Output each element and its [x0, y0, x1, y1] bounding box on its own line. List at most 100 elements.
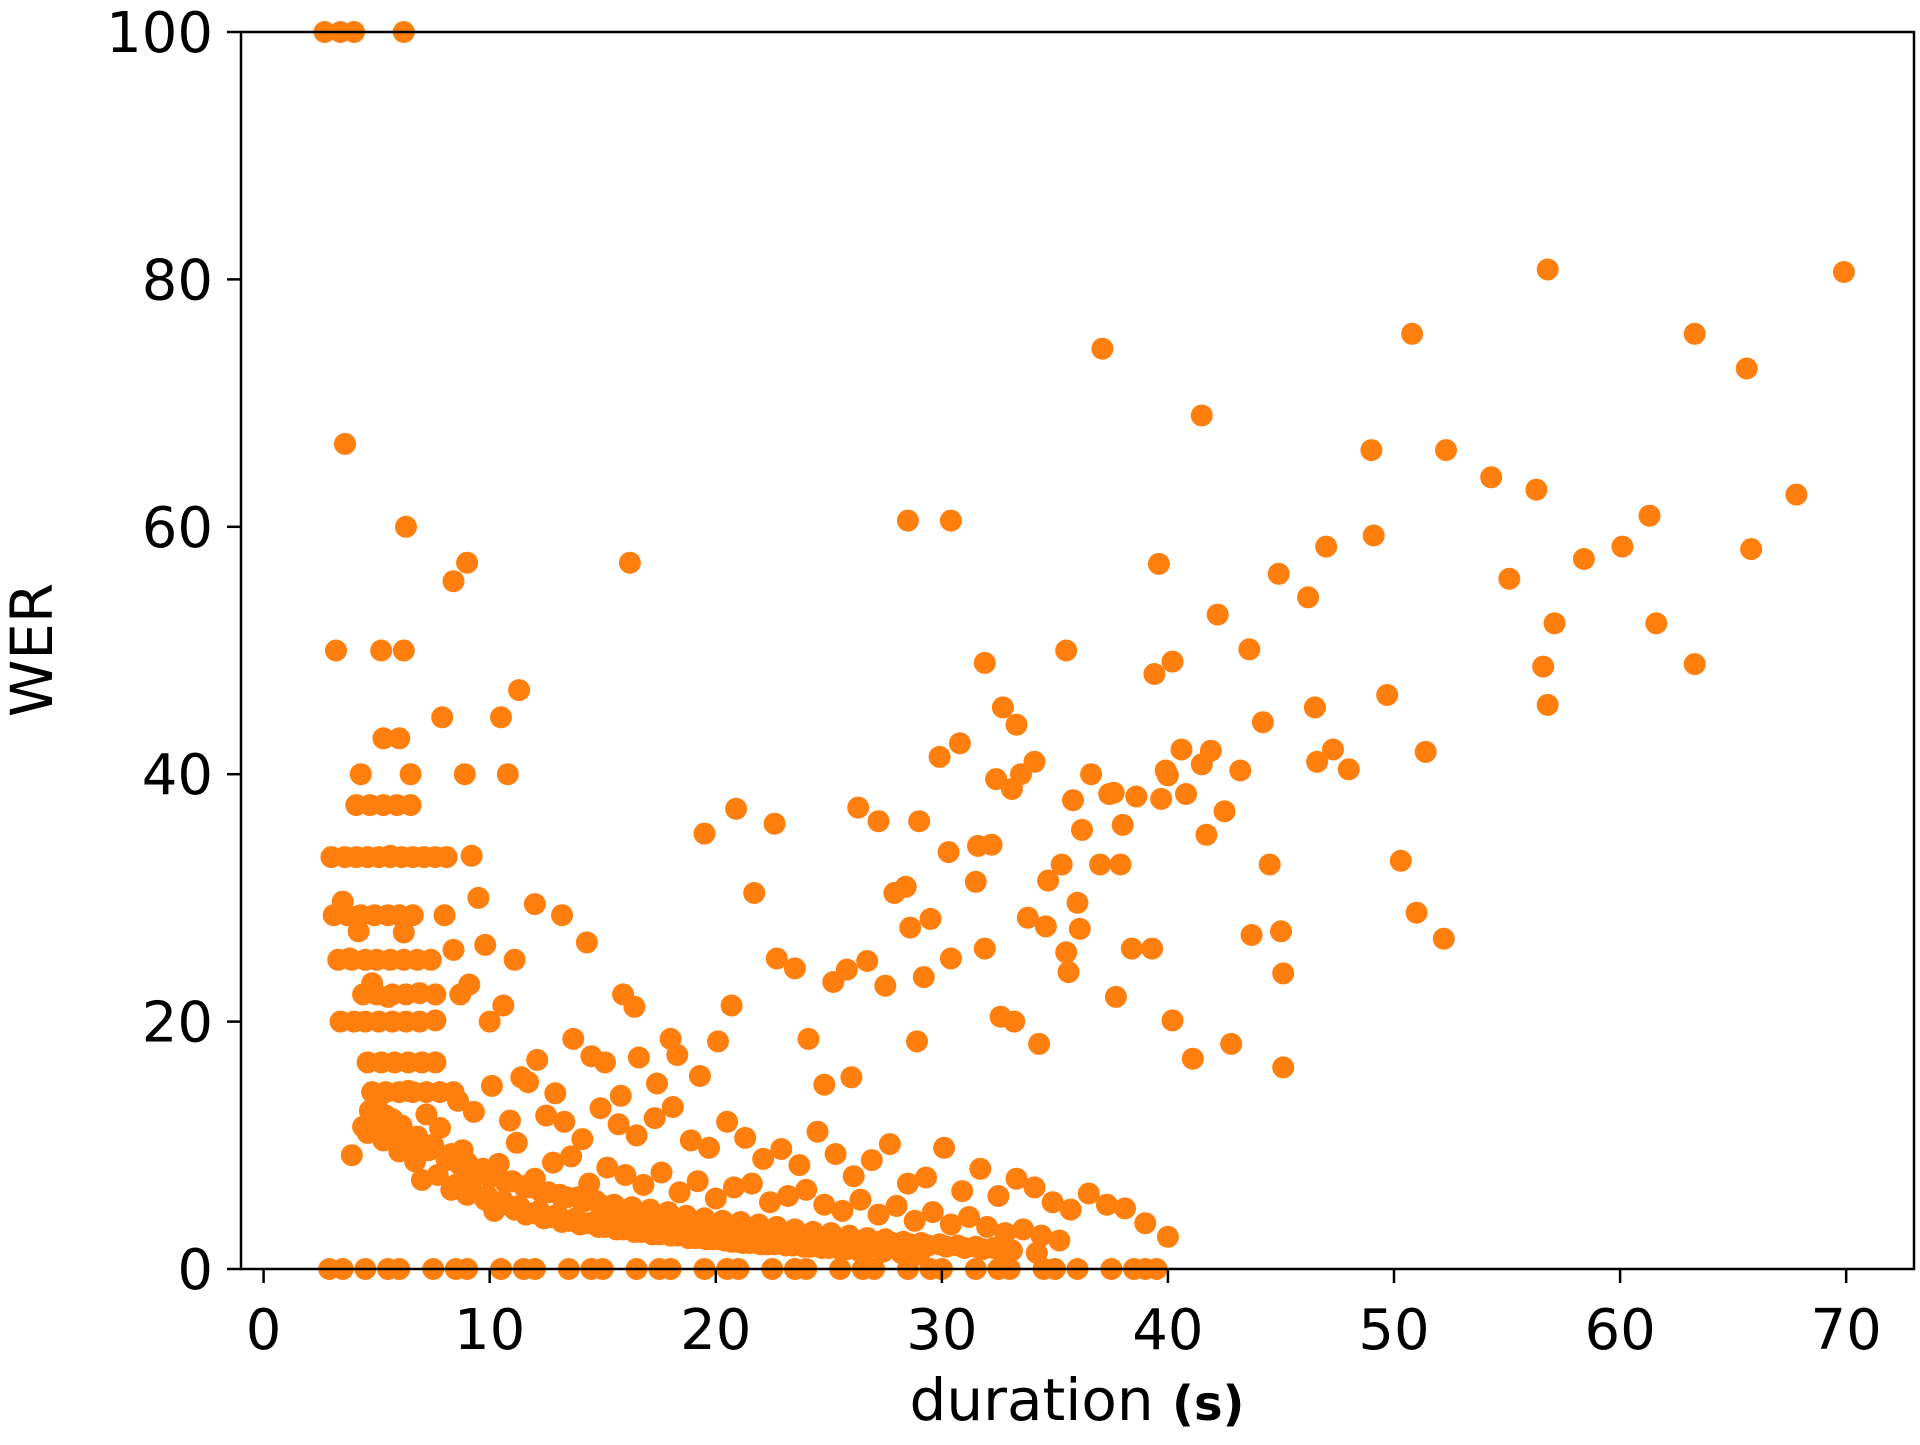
data-point: [458, 1160, 481, 1183]
x-tick-label: 50: [1358, 1298, 1429, 1363]
data-point: [419, 948, 442, 971]
data-point: [641, 1223, 664, 1246]
data-point: [1432, 927, 1455, 950]
data-point: [415, 1103, 438, 1126]
data-point: [374, 1104, 397, 1127]
data-point: [1089, 853, 1112, 876]
data-point: [1251, 711, 1274, 734]
data-point: [987, 1185, 1010, 1207]
data-point: [467, 886, 490, 909]
plot-background: [241, 32, 1914, 1269]
data-point: [899, 916, 922, 939]
data-point: [971, 1238, 994, 1261]
data-point: [937, 841, 960, 864]
x-tick-label: 30: [906, 1298, 977, 1363]
data-point: [596, 1156, 619, 1179]
y-axis-ticks: 0 20 40 60 80 100: [106, 1, 241, 1303]
data-point: [896, 1172, 919, 1195]
data-point: [1267, 562, 1290, 585]
data-point: [1303, 696, 1326, 719]
data-point: [1532, 655, 1555, 678]
data-point: [659, 1224, 682, 1247]
data-point: [607, 1113, 630, 1136]
data-point: [623, 1220, 646, 1243]
data-point: [537, 1181, 560, 1204]
data-point: [698, 1136, 720, 1159]
data-point: [1645, 612, 1668, 635]
data-point: [679, 1129, 702, 1152]
data-point: [1109, 853, 1132, 876]
data-point: [1150, 787, 1173, 810]
data-point: [431, 706, 454, 729]
data-point: [813, 1193, 836, 1216]
data-point: [1832, 261, 1855, 283]
data-point: [1030, 1224, 1053, 1247]
data-point: [770, 1138, 793, 1160]
x-tick-label: 60: [1584, 1298, 1655, 1363]
data-point: [994, 1222, 1017, 1245]
data-point: [750, 1233, 772, 1256]
data-point: [334, 432, 356, 455]
y-tick-label: 40: [142, 743, 213, 808]
data-point: [390, 1114, 413, 1137]
data-point: [1111, 813, 1134, 836]
data-point: [650, 1161, 673, 1184]
data-point: [408, 1010, 431, 1033]
y-tick-label: 80: [142, 248, 213, 313]
data-point: [740, 1172, 763, 1195]
data-point: [743, 882, 766, 904]
data-point: [951, 1180, 974, 1203]
data-point: [713, 1229, 736, 1252]
x-tick-label: 0: [246, 1298, 282, 1363]
data-point: [919, 907, 942, 930]
data-point: [623, 995, 646, 1018]
data-point: [426, 1164, 449, 1186]
data-point: [551, 904, 573, 927]
data-point: [989, 1005, 1012, 1028]
data-point: [707, 1030, 729, 1053]
data-point: [731, 1232, 754, 1254]
y-axis-label: WER: [0, 583, 66, 717]
data-point: [1181, 1047, 1204, 1070]
data-point: [856, 950, 879, 972]
data-point: [627, 1046, 650, 1069]
y-tick-label: 0: [177, 1238, 213, 1303]
data-point: [395, 983, 417, 1006]
data-point: [980, 833, 1003, 856]
data-point: [456, 1183, 479, 1206]
data-point: [580, 1045, 603, 1068]
data-point: [490, 706, 512, 729]
data-point: [395, 515, 417, 538]
data-point: [424, 983, 447, 1006]
data-point: [483, 1199, 506, 1222]
data-point: [1066, 891, 1089, 914]
data-point: [429, 1117, 451, 1139]
data-point: [1071, 818, 1093, 841]
data-point: [609, 1084, 632, 1107]
data-point: [840, 1066, 863, 1089]
data-point: [1114, 1197, 1136, 1220]
data-point: [340, 1144, 363, 1167]
data-point: [573, 1190, 596, 1212]
data-point: [646, 1072, 668, 1095]
data-point: [1229, 759, 1252, 782]
data-point: [435, 846, 458, 869]
data-point: [591, 1194, 614, 1217]
data-point: [587, 1215, 610, 1238]
data-point: [505, 1131, 528, 1154]
data-point: [693, 822, 716, 845]
data-point: [813, 1073, 836, 1096]
data-point: [1048, 1229, 1071, 1252]
data-point: [1206, 603, 1229, 626]
data-point: [553, 1110, 576, 1133]
data-point: [1016, 906, 1039, 929]
data-point: [831, 1199, 854, 1222]
data-point: [492, 994, 515, 1017]
data-point: [1401, 322, 1424, 345]
data-point: [973, 937, 996, 960]
data-point: [1161, 650, 1184, 673]
data-point: [480, 1074, 503, 1097]
data-point: [661, 1096, 684, 1118]
data-point: [442, 938, 465, 961]
data-point: [433, 904, 456, 927]
